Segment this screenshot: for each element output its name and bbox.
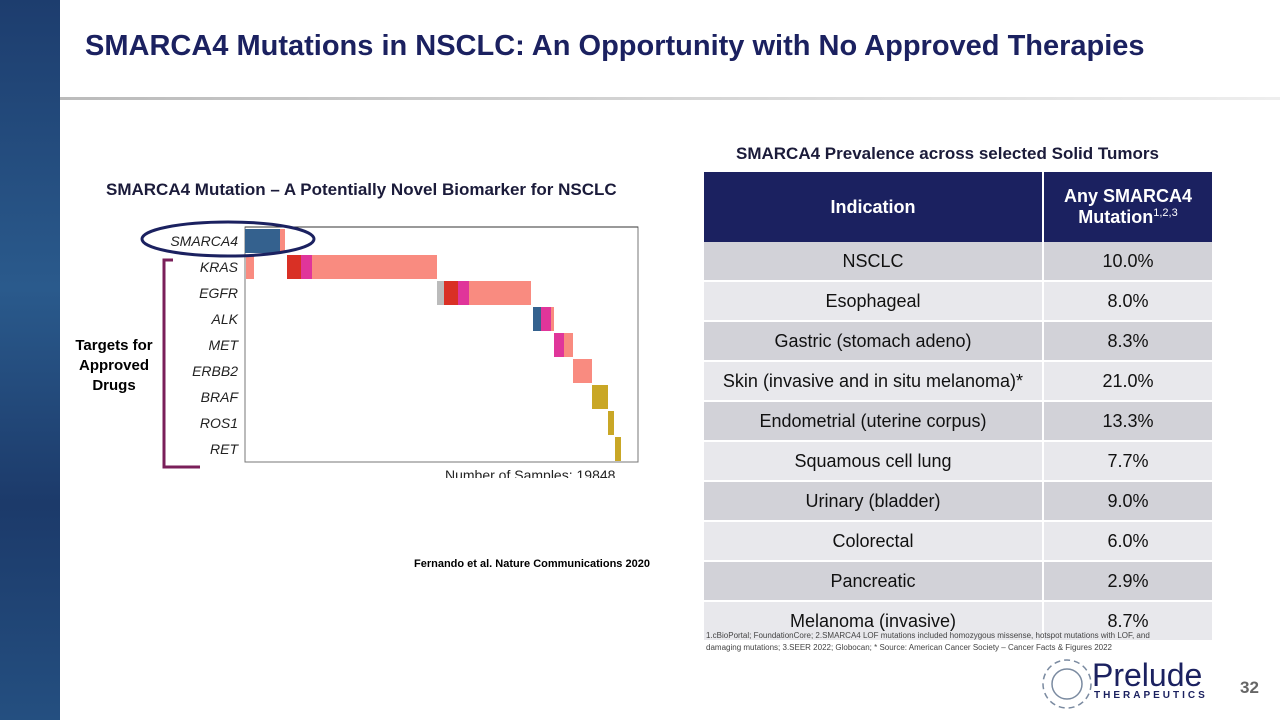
targets-label: Targets for Approved Drugs <box>75 337 153 394</box>
indication: Gastric (stomach adeno) <box>704 321 1044 362</box>
alteration-block <box>245 229 280 253</box>
alteration-block <box>301 255 312 279</box>
gene-label: KRAS <box>200 259 239 275</box>
indication: Pancreatic <box>704 561 1044 602</box>
table-row: Skin (invasive and in situ melanoma)* 21.… <box>704 361 1214 402</box>
alteration-block <box>573 359 592 383</box>
gene-label: BRAF <box>201 389 240 405</box>
smarca4-highlight-ellipse <box>140 220 316 258</box>
gene-label: EGFR <box>199 285 238 301</box>
decorative-sidebar <box>0 0 60 720</box>
col-mutation: Any SMARCA4 Mutation1,2,3 <box>1043 172 1214 242</box>
page-number: 32 <box>1240 678 1259 697</box>
mutation-rate: 2.9% <box>1043 561 1214 602</box>
alteration-block <box>312 255 437 279</box>
gene-label: ALK <box>211 311 239 327</box>
prevalence-table: Indication Any SMARCA4 Mutation1,2,3 NSC… <box>704 172 1214 642</box>
logo-subtitle: THERAPEUTICS <box>1094 690 1208 701</box>
table-row: Endometrial (uterine corpus) 13.3% <box>704 401 1214 442</box>
table-row: Melanoma (invasive) 8.7% <box>704 601 1214 642</box>
gene-label: ROS1 <box>200 415 238 431</box>
title-divider <box>60 97 1280 100</box>
indication: Endometrial (uterine corpus) <box>704 401 1044 442</box>
table-row: Colorectal 6.0% <box>704 521 1214 562</box>
indication: Melanoma (invasive) <box>704 601 1044 642</box>
gene-label: ERBB2 <box>192 363 238 379</box>
mutation-rate: 8.0% <box>1043 281 1214 322</box>
logo-name: Prelude <box>1092 657 1203 693</box>
alteration-block <box>458 281 469 305</box>
gene-label: SMARCA4 <box>170 233 238 249</box>
citation: Fernando et al. Nature Communications 20… <box>414 558 650 570</box>
oncoprint-subtitle: SMARCA4 Mutation – A Potentially Novel B… <box>106 180 617 199</box>
alteration-block <box>615 437 621 461</box>
alteration-block <box>469 281 531 305</box>
alteration-block <box>287 255 301 279</box>
oncoprint: SMARCA4 KRAS EGFR ALK MET ERBB2 BRAF ROS1 RET Nu… <box>140 220 639 478</box>
alteration-block <box>564 333 573 357</box>
table-row: Gastric (stomach adeno) 8.3% <box>704 321 1214 362</box>
alteration-block <box>541 307 551 331</box>
mutation-rate: 8.3% <box>1043 321 1214 362</box>
col-indication: Indication <box>704 172 1044 242</box>
mutation-rate: 6.0% <box>1043 521 1214 562</box>
table-row: Squamous cell lung 7.7% <box>704 441 1214 482</box>
indication: NSCLC <box>704 242 1044 282</box>
mutation-rate: 9.0% <box>1043 481 1214 522</box>
gene-label: RET <box>210 441 239 457</box>
alteration-block <box>444 281 458 305</box>
mutation-rate: 8.7% <box>1043 601 1214 642</box>
mutation-rate: 13.3% <box>1043 401 1214 442</box>
mutation-rate: 10.0% <box>1043 242 1214 282</box>
targets-bracket <box>162 258 200 469</box>
footnote: 1.cBioPortal; FoundationCore; 2.SMARCA4 … <box>706 631 1150 652</box>
indication: Skin (invasive and in situ melanoma)* <box>704 361 1044 402</box>
indication: Esophageal <box>704 281 1044 322</box>
mutation-rate: 21.0% <box>1043 361 1214 402</box>
alteration-block <box>608 411 614 435</box>
alteration-block <box>551 307 554 331</box>
mutation-rate: 7.7% <box>1043 441 1214 482</box>
samples-label: Number of Samples: 19848 <box>445 467 616 478</box>
alteration-block <box>554 333 564 357</box>
alteration-block <box>437 281 444 305</box>
gene-label: MET <box>208 337 239 353</box>
table-row: Esophageal 8.0% <box>704 281 1214 322</box>
indication: Urinary (bladder) <box>704 481 1044 522</box>
alteration-block <box>246 255 254 279</box>
alteration-block <box>280 229 285 253</box>
table-row: NSCLC 10.0% <box>704 242 1214 282</box>
indication: Squamous cell lung <box>704 441 1044 482</box>
alteration-block <box>533 307 541 331</box>
prelude-logo-icon <box>1042 659 1092 709</box>
table-row: Urinary (bladder) 9.0% <box>704 481 1214 522</box>
table-caption: SMARCA4 Prevalence across selected Solid… <box>736 144 1159 163</box>
table-row: Pancreatic 2.9% <box>704 561 1214 602</box>
indication: Colorectal <box>704 521 1044 562</box>
alteration-block <box>592 385 608 409</box>
page-title: SMARCA4 Mutations in NSCLC: An Opportuni… <box>85 30 1145 62</box>
